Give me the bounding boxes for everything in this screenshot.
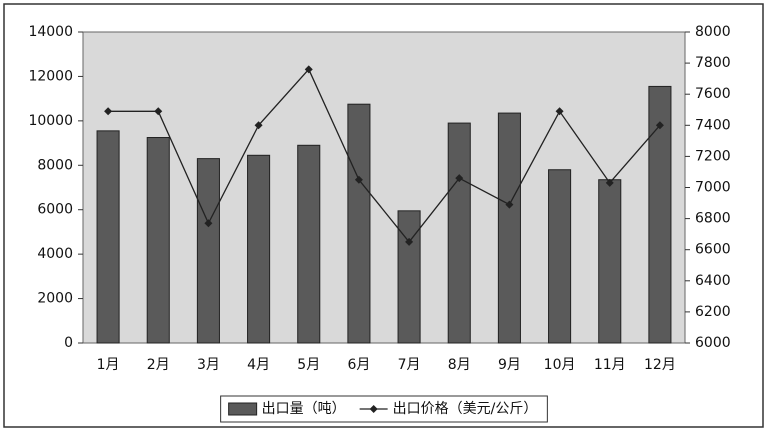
y2-tick-label: 7600 <box>695 86 731 102</box>
marker <box>405 237 414 246</box>
y2-tick-label: 7200 <box>695 148 731 164</box>
marker <box>655 121 664 130</box>
y-tick-label: 8000 <box>37 157 73 173</box>
marker <box>304 65 313 74</box>
bar <box>196 158 220 344</box>
y-tick-label: 6000 <box>37 202 73 218</box>
marker <box>204 219 213 228</box>
bar <box>96 130 120 344</box>
marker <box>505 200 514 209</box>
line <box>108 68 661 243</box>
marker <box>254 121 263 130</box>
y2-tick-label: 6000 <box>695 335 731 351</box>
y-tick-label: 14000 <box>28 24 73 40</box>
marker <box>555 107 564 116</box>
x-tick-label: 10月 <box>544 357 576 373</box>
bar <box>548 169 572 344</box>
marker <box>104 107 113 116</box>
y2-tick-label: 6400 <box>695 273 731 289</box>
bar <box>397 210 421 344</box>
y2-tick-label: 6800 <box>695 211 731 227</box>
x-tick-label: 1月 <box>97 357 120 373</box>
y2-tick-label: 8000 <box>695 24 731 40</box>
y-tick-label: 12000 <box>28 68 73 84</box>
y-tick-label: 2000 <box>37 291 73 307</box>
legend-label: 出口价格（美元/公斤） <box>393 401 538 417</box>
bar <box>247 154 271 344</box>
bar <box>297 144 321 344</box>
bar <box>497 112 521 344</box>
bar <box>146 137 170 344</box>
x-tick-label: 3月 <box>197 357 220 373</box>
y-tick-label: 0 <box>64 335 73 351</box>
x-tick-label: 6月 <box>347 357 370 373</box>
bar <box>648 85 672 344</box>
bar <box>347 103 371 344</box>
bar <box>447 122 471 344</box>
x-tick-label: 4月 <box>247 357 270 373</box>
legend-label: 出口量（吨） <box>262 401 346 417</box>
marker <box>455 174 464 183</box>
x-tick-label: 2月 <box>147 357 170 373</box>
x-tick-label: 11月 <box>594 357 626 373</box>
y2-tick-label: 7800 <box>695 55 731 71</box>
x-tick-label: 5月 <box>297 357 320 373</box>
marker <box>354 175 363 184</box>
y2-tick-label: 7000 <box>695 180 731 196</box>
y2-tick-label: 7400 <box>695 117 731 133</box>
plot-area <box>82 31 686 344</box>
y-tick-label: 4000 <box>37 246 73 262</box>
x-tick-label: 7月 <box>398 357 421 373</box>
legend-swatch <box>228 402 258 416</box>
marker <box>605 178 614 187</box>
legend-marker <box>369 405 378 413</box>
x-tick-label: 8月 <box>448 357 471 373</box>
marker <box>154 107 163 116</box>
bar <box>598 179 622 344</box>
x-tick-label: 12月 <box>644 357 676 373</box>
y2-tick-label: 6600 <box>695 242 731 258</box>
y2-tick-label: 6200 <box>695 304 731 320</box>
y-tick-label: 10000 <box>28 113 73 129</box>
x-tick-label: 9月 <box>498 357 521 373</box>
